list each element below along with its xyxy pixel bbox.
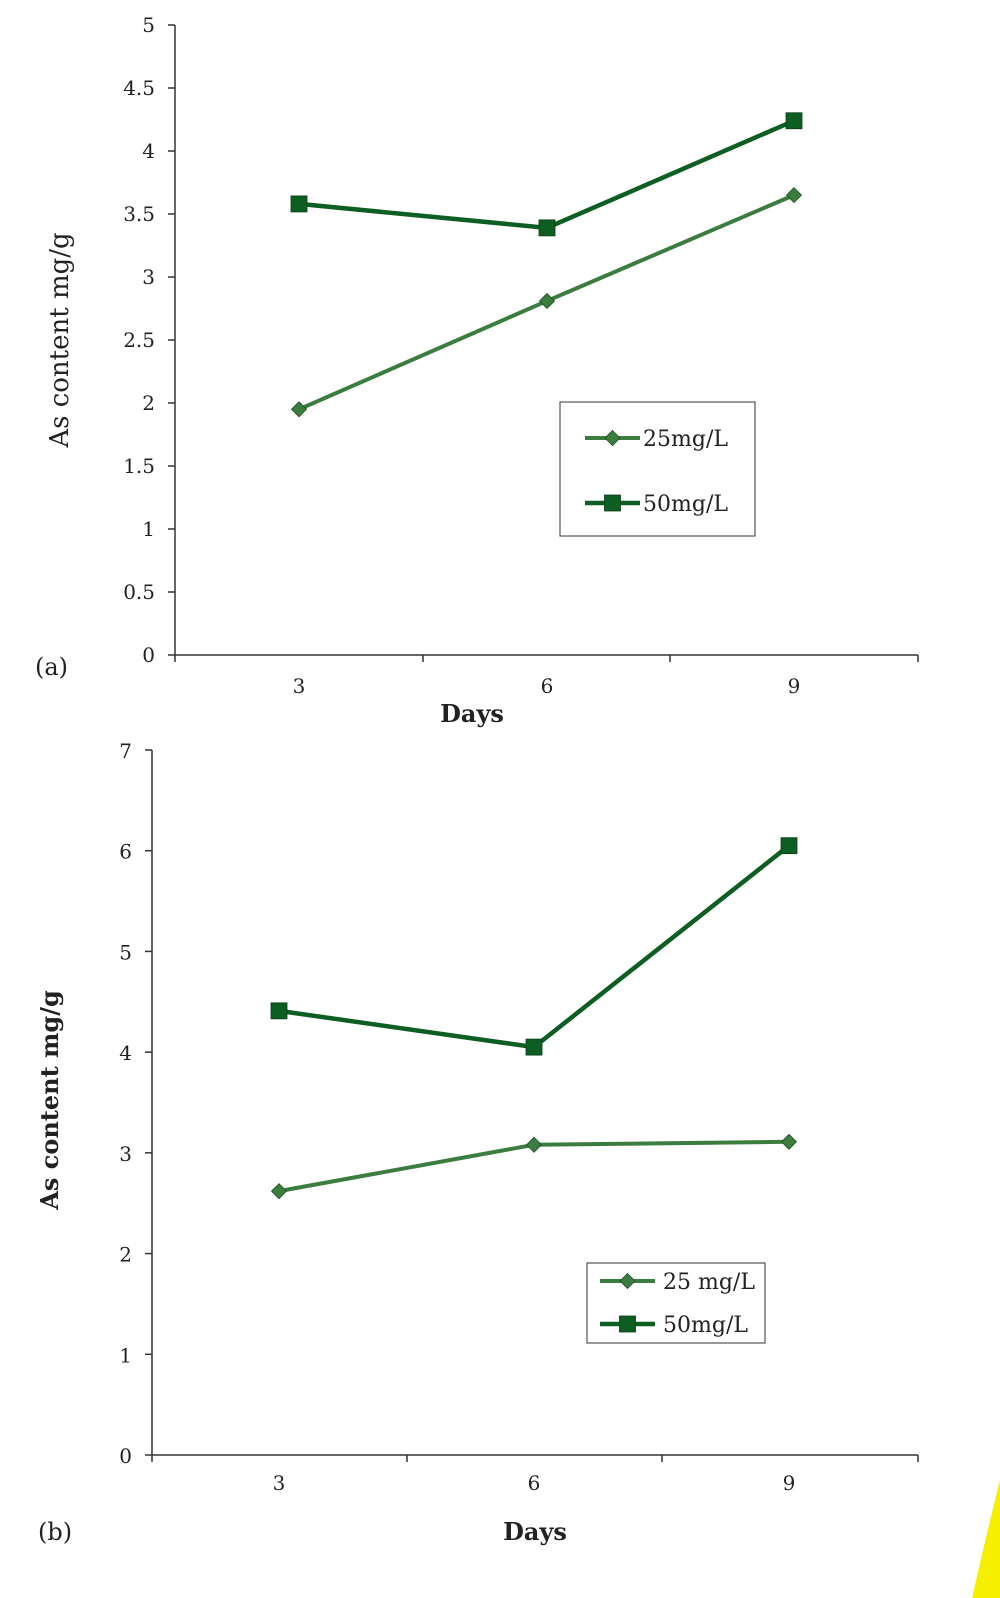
- y-tick-label: 0.5: [123, 580, 155, 604]
- data-point-diamond: [780, 1133, 798, 1150]
- x-tick-label: 3: [273, 1471, 286, 1495]
- legend-label: 25mg/L: [643, 427, 728, 452]
- legend-swatch-marker: [619, 1315, 636, 1333]
- panel-a-chart: 0 0.5 1 1.5 2 2.5 3 3.5 4 4.5 5 3 6 9 Days As content m…: [35, 13, 919, 728]
- x-tick-label: 9: [783, 1471, 796, 1495]
- y-tick-label: 4: [142, 139, 155, 163]
- y-tick-label: 5: [119, 940, 132, 964]
- y-tick-label: 3: [119, 1142, 132, 1166]
- y-tick-label: 5: [142, 13, 155, 37]
- y-tick-label: 2.5: [123, 328, 155, 352]
- y-axis-title: As content mg/g: [35, 990, 64, 1211]
- y-axis-title: As content mg/g: [45, 232, 75, 448]
- series-line-50: [298, 118, 795, 231]
- x-tick-label: 6: [541, 674, 554, 698]
- panel-label: (a): [35, 653, 68, 681]
- y-tick-label: 7: [119, 739, 132, 763]
- y-tick-label: 0: [142, 643, 155, 667]
- panel-label: (b): [38, 1518, 72, 1546]
- data-point-square: [270, 1002, 288, 1020]
- y-tick-label: 4: [119, 1041, 132, 1065]
- data-point-square: [538, 219, 556, 237]
- legend-label: 50mg/L: [663, 1313, 748, 1338]
- x-tick-label: 6: [528, 1471, 541, 1495]
- y-tick-label: 3.5: [123, 202, 155, 226]
- y-tick-label: 0: [119, 1444, 132, 1468]
- x-axis-title: Days: [503, 1517, 567, 1546]
- data-point-diamond: [538, 292, 556, 310]
- x-axis-title: Days: [440, 699, 504, 728]
- legend-label: 25 mg/L: [663, 1270, 755, 1295]
- data-point-diamond: [290, 401, 308, 418]
- data-point-square: [525, 1038, 543, 1056]
- data-point-square: [780, 837, 798, 855]
- data-point-diamond: [785, 187, 803, 204]
- y-tick-label: 1: [119, 1343, 132, 1367]
- x-tick-label: 3: [293, 674, 306, 698]
- series-line-50: [278, 843, 791, 1050]
- y-tick-label: 1: [142, 517, 155, 541]
- y-tick-label: 4.5: [123, 76, 155, 100]
- y-tick-label: 6: [119, 840, 132, 864]
- y-tick-label: 3: [142, 265, 155, 289]
- legend-box: [586, 1262, 766, 1344]
- legend-swatch-marker: [619, 1272, 636, 1290]
- y-tick-label: 1.5: [123, 454, 155, 478]
- edge-highlight-mark: [972, 1480, 1000, 1598]
- panel-b-chart: 0 1 2 3 4 5 6 7 3 6 9 Days As content mg/g (b) 25 mg/L…: [35, 739, 919, 1546]
- data-point-square: [785, 112, 803, 130]
- y-tick-label: 2: [119, 1243, 132, 1267]
- legend-swatch-marker: [604, 494, 621, 512]
- legend-label: 50mg/L: [643, 492, 728, 517]
- data-point-square: [290, 195, 308, 213]
- legend-swatch-marker: [604, 429, 621, 447]
- data-point-diamond: [525, 1136, 543, 1153]
- legend-box: [559, 401, 756, 537]
- x-tick-label: 9: [788, 674, 801, 698]
- data-point-diamond: [270, 1183, 288, 1200]
- y-tick-label: 2: [142, 391, 155, 415]
